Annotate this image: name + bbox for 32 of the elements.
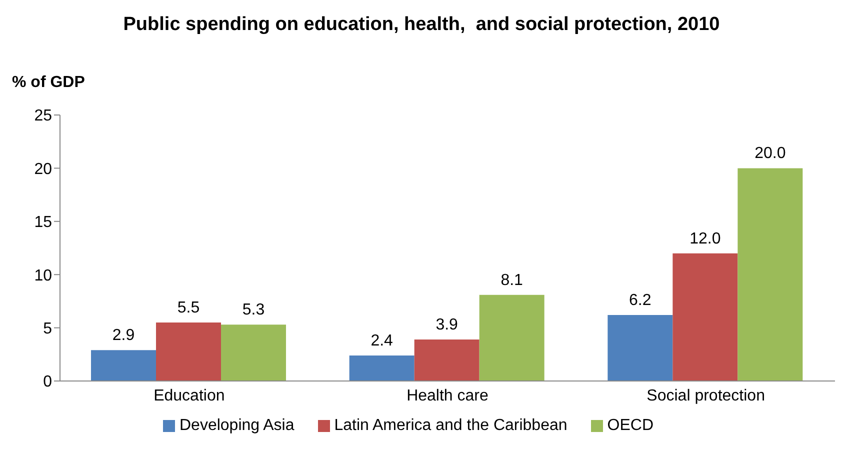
y-axis-title: % of GDP xyxy=(12,74,85,92)
bar xyxy=(156,322,221,381)
data-label: 8.1 xyxy=(500,272,524,289)
x-tick-label: Health care xyxy=(406,387,489,404)
chart-title: Public spending on education, health, and social protection, 2010 xyxy=(122,13,721,37)
bar xyxy=(349,355,414,381)
data-label: 6.2 xyxy=(629,292,652,310)
bar xyxy=(608,315,673,381)
y-tick-label: 25 xyxy=(34,108,52,125)
data-label: 12.0 xyxy=(690,230,721,248)
y-tick-label: 20 xyxy=(34,160,52,178)
data-label: 5.5 xyxy=(177,299,200,316)
data-label: 5.3 xyxy=(242,302,265,319)
y-tick-label: 5 xyxy=(43,320,52,338)
legend-label: Latin America and the Caribbean xyxy=(334,417,568,434)
bar xyxy=(91,350,156,381)
bar xyxy=(414,340,480,381)
legend-label: Developing Asia xyxy=(179,417,294,434)
y-tick-label: 10 xyxy=(34,267,52,284)
data-label: 3.9 xyxy=(436,316,458,334)
bar xyxy=(221,324,286,381)
x-tick-label: Education xyxy=(154,387,225,404)
legend-label: OECD xyxy=(607,417,654,434)
data-label: 2.9 xyxy=(112,327,135,344)
data-label: 2.4 xyxy=(370,332,394,350)
data-label: 20.0 xyxy=(754,145,786,162)
bar xyxy=(672,253,738,381)
bar xyxy=(738,168,803,381)
bar xyxy=(479,294,544,381)
y-tick-label: 15 xyxy=(34,214,52,232)
x-tick-label: Social protection xyxy=(646,387,765,404)
y-tick-label: 0 xyxy=(43,374,52,391)
